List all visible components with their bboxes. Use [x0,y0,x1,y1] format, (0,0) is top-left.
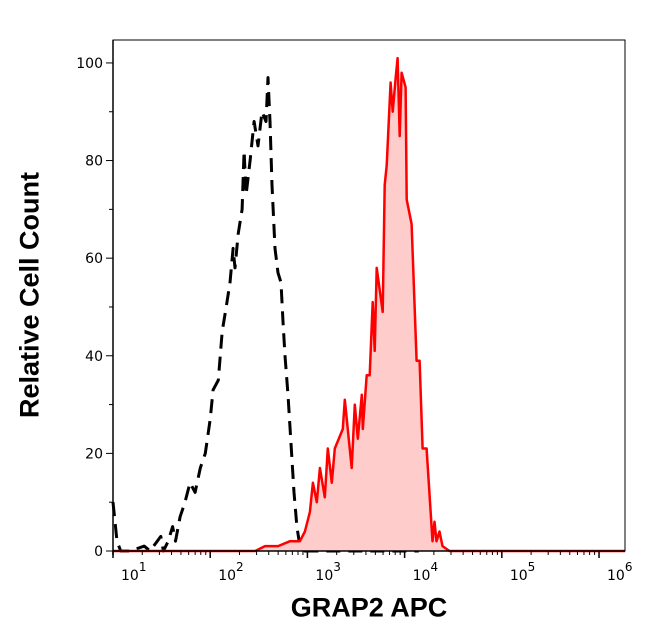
isotype-control-dashed-line [111,76,419,553]
x-tick-exponent: 4 [430,560,438,574]
x-tick-label: 105 [510,560,535,584]
x-tick-label: 102 [218,560,243,584]
y-axis-label: Relative Cell Count [14,171,45,419]
x-tick-label: 104 [413,560,438,584]
x-tick-base: 10 [510,568,528,584]
stained-histogram-line [113,56,625,553]
x-tick-base: 10 [218,568,236,584]
x-tick-label: 106 [607,560,632,584]
y-tick-label: 20 [85,446,103,462]
x-tick-exponent: 6 [625,560,633,574]
y-tick-label: 60 [85,251,103,267]
stained-histogram-fill [113,58,625,551]
x-tick-base: 10 [121,568,139,584]
y-tick-label: 40 [85,349,103,365]
x-tick-base: 10 [413,568,431,584]
x-tick-exponent: 1 [139,560,147,574]
x-tick-base: 10 [607,568,625,584]
x-tick-exponent: 5 [528,560,536,574]
x-tick-label: 101 [121,560,146,584]
y-tick-label: 0 [94,544,103,560]
x-tick-base: 10 [315,568,333,584]
x-tick-exponent: 2 [236,560,244,574]
x-tick-exponent: 3 [333,560,341,574]
y-tick-label: 80 [85,154,103,170]
y-tick-label: 100 [76,56,103,72]
x-tick-label: 103 [315,560,340,584]
x-axis-label: GRAP2 APC [290,592,448,623]
